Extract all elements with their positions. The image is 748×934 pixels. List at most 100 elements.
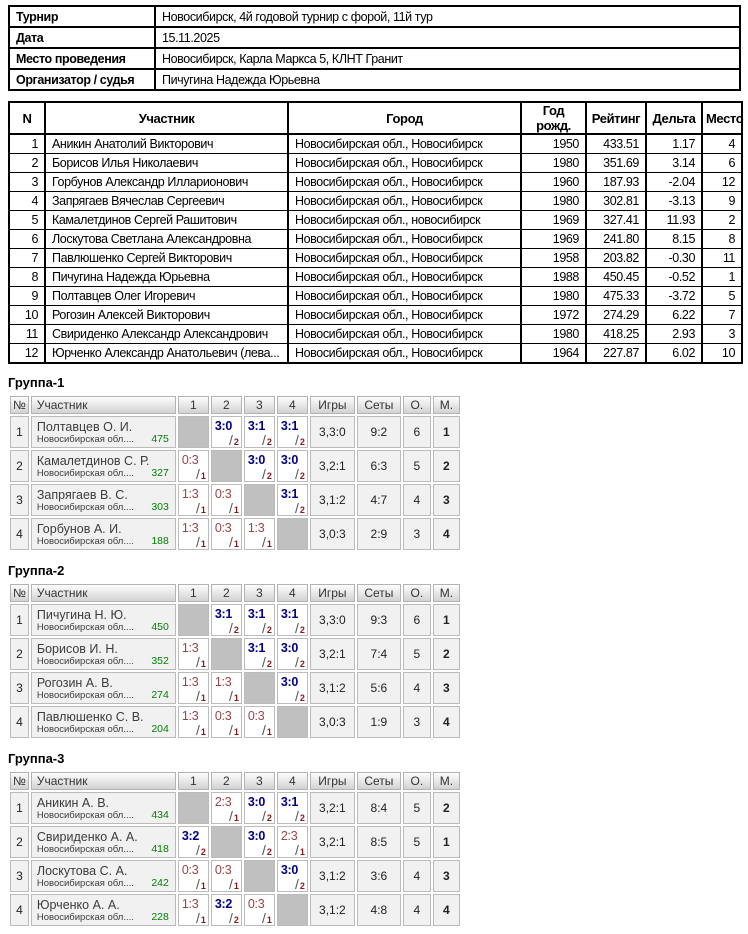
sets-cell: 9:2 <box>356 416 401 448</box>
group-column-header: 4 <box>276 584 308 602</box>
group-participant-rating: 228 <box>151 910 169 923</box>
row-number: 7 <box>8 248 46 268</box>
info-label: Организатор / судья <box>8 68 156 91</box>
fora-slash-icon: / <box>261 534 266 550</box>
games-cell: 3,1:2 <box>309 672 355 704</box>
points-cell: 6 <box>402 416 431 448</box>
fora-slash-icon: / <box>294 808 299 824</box>
self-match-cell <box>177 416 209 448</box>
fora-value: 2 <box>200 847 206 857</box>
group-participant-region: Новосибирская обл.... <box>36 621 134 633</box>
group-participant-rating: 188 <box>151 534 169 547</box>
fora-value: 1 <box>200 471 206 481</box>
delta: 1.17 <box>645 133 703 154</box>
participant-name: Рогозин Алексей Викторович <box>44 305 289 325</box>
group-participant-name: Камалетдинов С. Р. <box>36 453 150 468</box>
row-number: 4 <box>8 191 46 211</box>
fora-value: 1 <box>200 505 206 515</box>
points-cell: 3 <box>402 518 431 550</box>
fora-value: 2 <box>266 625 272 635</box>
fora-value: 2 <box>266 471 272 481</box>
match-score: 1:3 <box>214 675 232 689</box>
match-score: 1:3 <box>181 521 199 535</box>
match-score: 3:0 <box>280 675 299 689</box>
column-header: Год рожд. <box>520 101 587 135</box>
delta: 8.15 <box>645 229 703 249</box>
participant-name: Юрченко Александр Анатольевич (лева... <box>44 343 289 364</box>
match-score-cell: 3:1/2 <box>276 416 308 448</box>
match-score-cell: 0:3/1 <box>243 706 275 738</box>
self-match-cell <box>210 450 242 482</box>
match-score: 3:2 <box>214 897 233 911</box>
match-score-cell: 3:1/2 <box>243 638 275 670</box>
match-score: 0:3 <box>247 709 265 723</box>
group-column-header: 2 <box>210 584 242 602</box>
group-participant-cell: Запрягаев В. С. Новосибирская обл.... 303 <box>30 484 176 516</box>
group-row-number: 1 <box>10 604 29 636</box>
birth-year: 1969 <box>520 229 587 249</box>
fora-slash-icon: / <box>294 500 299 516</box>
group-participant-cell: Пичугина Н. Ю. Новосибирская обл.... 450 <box>30 604 176 636</box>
match-score: 3:1 <box>280 795 299 809</box>
fora-value: 1 <box>299 847 305 857</box>
match-score: 3:0 <box>247 829 266 843</box>
self-match-cell <box>177 604 209 636</box>
fora-value: 2 <box>299 471 305 481</box>
match-score: 3:0 <box>247 453 266 467</box>
match-score: 3:1 <box>214 607 233 621</box>
row-number: 2 <box>8 153 46 173</box>
fora-value: 1 <box>200 659 206 669</box>
group-column-header: Игры <box>309 396 355 414</box>
participant-row: 12 Юрченко Александр Анатольевич (лева...… <box>8 343 743 364</box>
match-score-cell: 3:1/2 <box>276 792 308 824</box>
place: 5 <box>701 286 743 306</box>
sets-cell: 3:6 <box>356 860 401 892</box>
participant-city: Новосибирская обл., Новосибирск <box>287 133 522 154</box>
info-value: Новосибирск, Карла Маркса 5, КЛНТ Гранит <box>154 47 741 70</box>
place-cell: 2 <box>432 450 460 482</box>
group-participant-subline: Новосибирская обл.... 450 <box>36 621 171 633</box>
group-participant-name: Пичугина Н. Ю. <box>36 607 127 622</box>
group-participant-name: Горбунов А. И. <box>36 521 122 536</box>
groups-container: Группа-1 № Участник 1 2 3 4 Игры Сеты О. М. 1 Полтав… <box>8 375 741 928</box>
rating: 327.41 <box>585 210 647 230</box>
match-score: 0:3 <box>214 709 232 723</box>
match-score-cell: 3:0/2 <box>243 826 275 858</box>
group-row-number: 3 <box>10 484 29 516</box>
info-label: Место проведения <box>8 47 156 70</box>
fora-value: 2 <box>299 881 305 891</box>
group-head: № Участник 1 2 3 4 Игры Сеты О. М. <box>10 584 460 602</box>
rating: 475.33 <box>585 286 647 306</box>
match-score: 0:3 <box>181 863 199 877</box>
fora-slash-icon: / <box>261 910 266 926</box>
group-column-header: Сеты <box>356 396 401 414</box>
match-score: 3:1 <box>280 487 299 501</box>
fora-value: 1 <box>233 727 239 737</box>
row-number: 6 <box>8 229 46 249</box>
games-cell: 3,2:1 <box>309 450 355 482</box>
group-participant-subline: Новосибирская обл.... 242 <box>37 877 171 889</box>
place-cell: 1 <box>432 416 460 448</box>
match-score-cell: 3:1/2 <box>276 484 308 516</box>
participant-row: 8 Пичугина Надежда Юрьевна Новосибирская о… <box>8 267 743 287</box>
group-row: 1 Аникин А. В. Новосибирская обл.... 434 2:3… <box>10 792 460 824</box>
group-column-header: № <box>10 772 29 790</box>
fora-slash-icon: / <box>294 688 299 704</box>
self-match-cell <box>210 638 242 670</box>
fora-value: 1 <box>233 693 239 703</box>
group-column-header: Сеты <box>356 772 401 790</box>
match-score-cell: 3:0/2 <box>243 450 275 482</box>
fora-slash-icon: / <box>228 876 233 892</box>
fora-value: 1 <box>266 539 272 549</box>
group-participant-cell: Горбунов А. И. Новосибирская обл.... 188 <box>30 518 176 550</box>
participant-row: 9 Полтавцев Олег Игоревич Новосибирская об… <box>8 286 743 306</box>
sets-cell: 6:3 <box>356 450 401 482</box>
fora-value: 2 <box>299 437 305 447</box>
column-header: N <box>8 101 46 135</box>
tournament-info-table: Турнир Новосибирск, 4й годовой турнир с ф… <box>8 5 741 91</box>
participant-name: Горбунов Александр Илларионович <box>44 172 289 192</box>
match-score-cell: 3:1/2 <box>243 604 275 636</box>
place: 12 <box>701 172 743 192</box>
group-row: 2 Камалетдинов С. Р. Новосибирская обл....… <box>10 450 460 482</box>
group-column-header: 2 <box>210 772 242 790</box>
